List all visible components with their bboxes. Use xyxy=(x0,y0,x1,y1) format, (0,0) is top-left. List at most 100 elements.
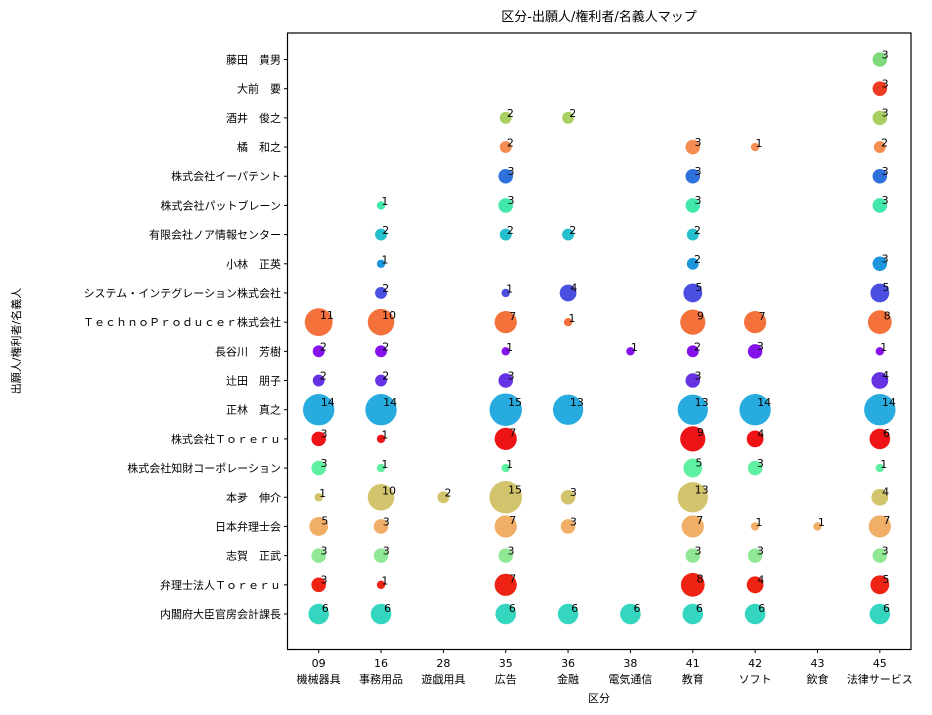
bubble-value: 7 xyxy=(509,427,516,440)
bubble-value: 3 xyxy=(757,544,764,557)
bubble-value: 1 xyxy=(381,575,388,588)
bubble xyxy=(685,198,701,213)
bubble-value: 1 xyxy=(506,458,513,471)
bubble-value: 3 xyxy=(320,457,327,470)
bubble-value: 3 xyxy=(695,136,702,149)
bubble-value: 5 xyxy=(696,456,703,469)
y-axis-label: 出願人/権利者/名義人 xyxy=(9,288,23,394)
y-tick-label: 志賀 正武 xyxy=(226,550,281,563)
bubble-value: 1 xyxy=(880,458,887,471)
x-tick-label: 飲食 xyxy=(806,672,828,686)
bubble xyxy=(685,548,701,563)
bubble xyxy=(875,347,885,356)
bubble xyxy=(375,287,387,299)
bubble-value: 6 xyxy=(696,602,703,615)
bubble xyxy=(744,311,767,334)
bubble-value: 3 xyxy=(757,340,764,353)
bubble xyxy=(375,228,387,241)
bubble-value: 3 xyxy=(507,544,514,557)
bubble-value: 2 xyxy=(694,341,701,354)
bubble-value: 7 xyxy=(759,310,766,323)
bubble xyxy=(375,374,387,387)
bubble xyxy=(314,493,323,502)
bubble xyxy=(563,317,573,327)
bubble-value: 3 xyxy=(882,165,889,178)
bubble xyxy=(869,428,891,450)
bubble xyxy=(370,603,392,625)
bubble xyxy=(367,308,395,336)
bubble-value: 6 xyxy=(883,602,890,615)
bubble xyxy=(750,522,760,531)
bubble xyxy=(494,573,517,596)
bubble-value: 7 xyxy=(883,514,890,527)
bubble-value: 2 xyxy=(320,370,327,383)
bubble xyxy=(498,198,513,213)
bubble-value: 2 xyxy=(445,486,452,499)
bubble-value: 15 xyxy=(508,396,522,409)
bubble-value: 2 xyxy=(320,341,327,354)
bubble-value: 2 xyxy=(507,107,514,120)
bubble xyxy=(560,519,576,534)
x-tick-label: 機械器具 xyxy=(297,672,341,686)
bubble xyxy=(864,393,896,426)
bubble xyxy=(681,515,704,538)
bubble-value: 10 xyxy=(382,309,396,322)
bubble xyxy=(302,393,335,426)
bubble xyxy=(498,373,513,388)
bubble-value: 2 xyxy=(694,253,701,266)
bubble-value: 2 xyxy=(507,136,514,149)
bubble xyxy=(686,228,699,241)
bubble xyxy=(489,393,522,426)
y-tick-label: 橘 和之 xyxy=(237,140,281,154)
x-tick-code: 43 xyxy=(810,657,824,670)
bubble xyxy=(872,52,888,67)
y-tick-label: 内閣府大臣官房会計課長 xyxy=(160,607,281,621)
bubble xyxy=(677,482,708,513)
bubble-value: 1 xyxy=(756,516,763,529)
bubble-value: 3 xyxy=(383,544,390,557)
bubble xyxy=(620,603,641,625)
bubble xyxy=(311,460,326,476)
bubble-value: 3 xyxy=(320,428,327,441)
plot-frame xyxy=(286,32,912,651)
bubble xyxy=(498,548,513,563)
bubble-value: 3 xyxy=(383,515,390,528)
bubble xyxy=(747,548,763,563)
bubble xyxy=(680,572,705,597)
bubble-value: 3 xyxy=(695,194,702,207)
bubble-value: 5 xyxy=(883,573,890,586)
bubble-value: 5 xyxy=(321,515,328,528)
bubble xyxy=(312,374,325,387)
bubble-value: 2 xyxy=(569,224,576,237)
bubble xyxy=(813,522,822,531)
bubble-value: 6 xyxy=(634,602,641,615)
bubble xyxy=(499,228,512,241)
bubble-value: 3 xyxy=(757,457,764,470)
bubble xyxy=(747,344,763,359)
bubble xyxy=(376,201,386,210)
bubble-value: 2 xyxy=(382,370,389,383)
y-tick-label: 弁理士法人Ｔｏｒｅｒｕ xyxy=(160,578,281,592)
bubble xyxy=(373,548,389,563)
bubble-value: 5 xyxy=(883,281,890,294)
bubble xyxy=(871,488,889,506)
bubble-value: 6 xyxy=(758,602,765,615)
bubble-value: 5 xyxy=(696,281,703,294)
bubble xyxy=(494,311,517,334)
bubble xyxy=(867,310,892,335)
bubble-value: 4 xyxy=(757,427,764,440)
bubble-value: 6 xyxy=(322,602,329,615)
bubble xyxy=(677,394,708,425)
bubble xyxy=(871,372,889,389)
bubble-value: 1 xyxy=(381,195,388,208)
bubble-value: 3 xyxy=(882,544,889,557)
bubble-value: 1 xyxy=(381,458,388,471)
bubble-value: 6 xyxy=(509,602,516,615)
bubble-value: 1 xyxy=(756,137,763,150)
y-tick-label: システム・インテグレーション株式会社 xyxy=(84,286,281,300)
x-tick-code: 16 xyxy=(374,657,388,670)
y-tick-label: 酒井 俊之 xyxy=(226,111,281,125)
bubble xyxy=(311,548,326,563)
y-tick-label: 長谷川 芳樹 xyxy=(215,344,281,358)
